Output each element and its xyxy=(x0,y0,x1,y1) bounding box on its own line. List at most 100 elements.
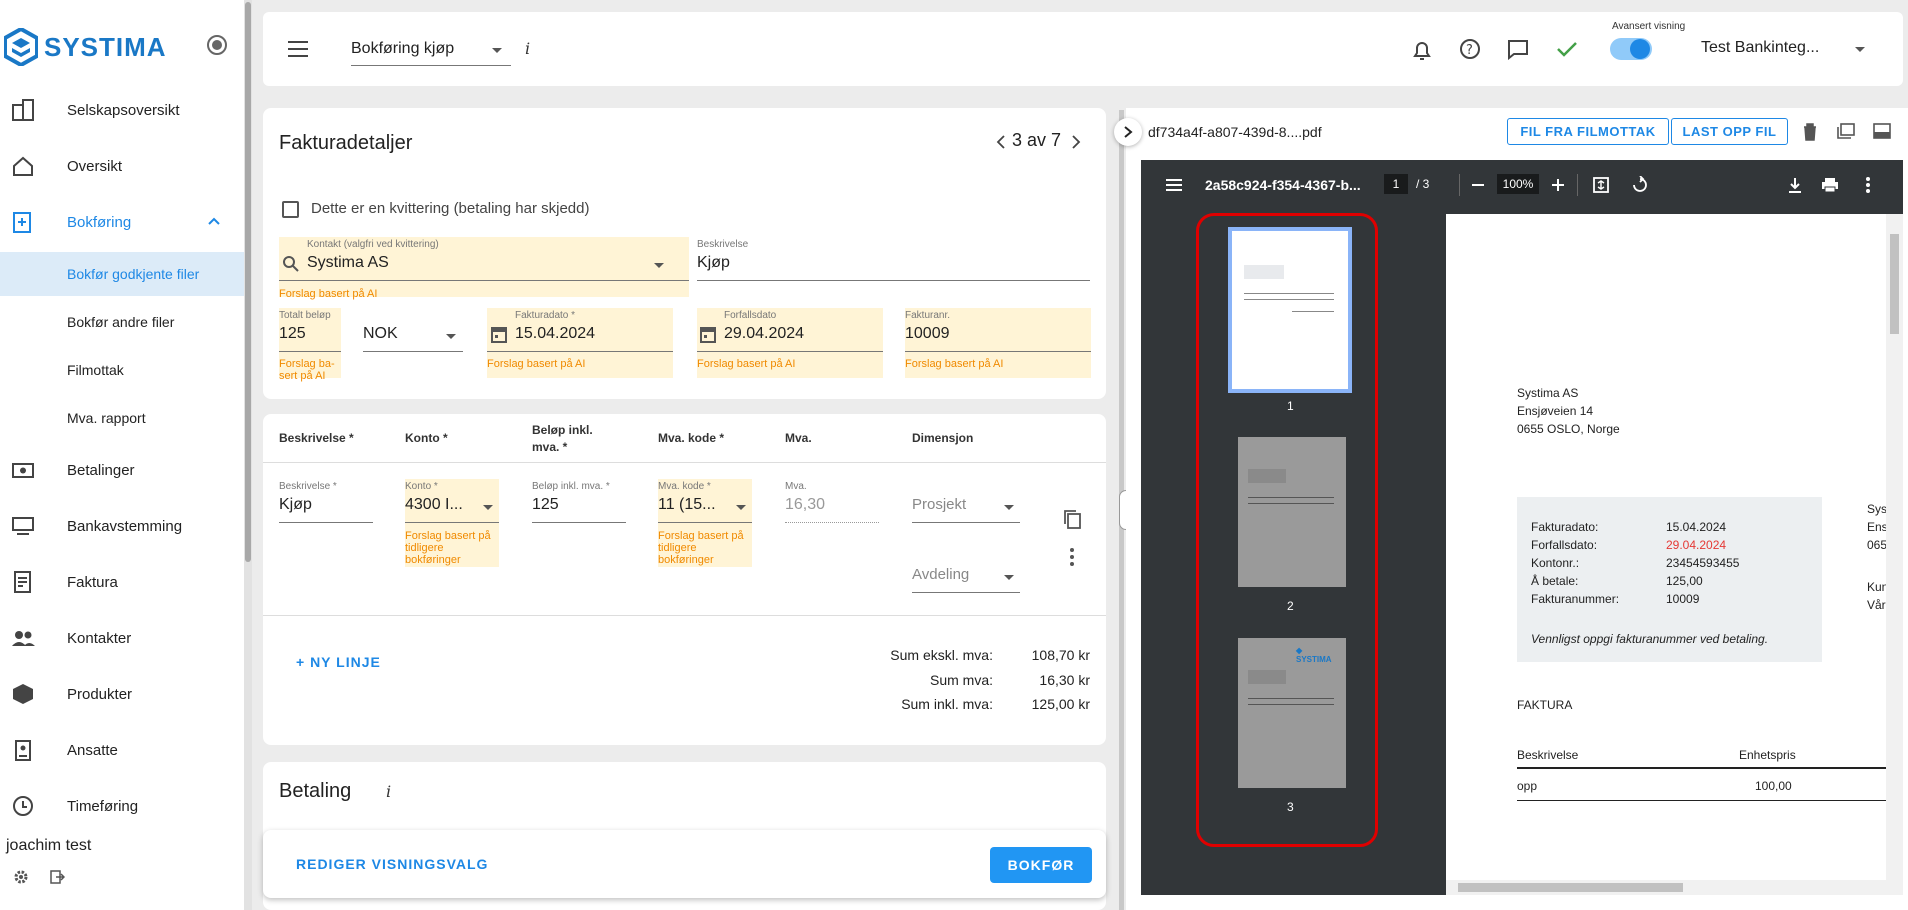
pdf-zoom-input[interactable]: 100% xyxy=(1497,174,1539,194)
pdf-thumbnail-1[interactable] xyxy=(1228,227,1352,393)
calendar-icon[interactable] xyxy=(490,324,508,344)
row-amount-input[interactable]: 125 xyxy=(532,496,559,513)
account-caret-icon[interactable] xyxy=(1855,47,1865,52)
due-date-underline xyxy=(697,351,883,352)
layout-split-icon[interactable] xyxy=(1836,122,1856,140)
zoom-out-icon[interactable] xyxy=(1471,178,1485,192)
upload-file-button[interactable]: LAST OPP FIL xyxy=(1671,118,1788,145)
nav-kontakter[interactable]: Kontakter xyxy=(0,614,244,662)
nav-oversikt[interactable]: Oversikt xyxy=(0,142,244,190)
nav-timeforing[interactable]: Timeføring xyxy=(0,782,244,830)
currency-select[interactable]: NOK xyxy=(363,325,398,342)
bell-icon[interactable] xyxy=(1411,38,1433,62)
invoice-no-field[interactable] xyxy=(905,308,1091,378)
nav-label: Betalinger xyxy=(67,461,135,479)
contact-caret-icon[interactable] xyxy=(654,263,664,268)
pdf-vertical-scrollbar[interactable] xyxy=(1886,214,1903,895)
row-vat-code-field[interactable] xyxy=(658,479,752,567)
nav-produkter[interactable]: Produkter xyxy=(0,670,244,718)
row-desc-input[interactable]: Kjøp xyxy=(279,496,312,513)
contact-field[interactable] xyxy=(279,237,689,297)
advanced-view-toggle[interactable] xyxy=(1610,38,1652,60)
contact-label: Kontakt (valgfri ved kvittering) xyxy=(307,239,439,250)
post-button[interactable]: BOKFØR xyxy=(990,847,1092,883)
sub-bokfor-godkjente-filer[interactable]: Bokfør godkjente filer xyxy=(0,252,244,296)
payment-info-icon[interactable]: i xyxy=(386,782,392,801)
project-caret-icon[interactable] xyxy=(1004,505,1014,510)
pdf-page-input[interactable]: 1 xyxy=(1384,174,1408,194)
nav-faktura[interactable]: Faktura xyxy=(0,558,244,606)
layout-bottom-icon[interactable] xyxy=(1872,122,1892,140)
description-input[interactable]: Kjøp xyxy=(697,254,730,271)
edit-view-options-button[interactable]: REDIGER VISNINGSVALG xyxy=(296,856,489,872)
sub-bokfor-andre-filer[interactable]: Bokfør andre filer xyxy=(0,300,244,344)
pdf-more-icon[interactable] xyxy=(1865,176,1871,194)
row-vat-code-hint: Forslag basert på tidligere bokføringer xyxy=(658,530,744,566)
due-date-field[interactable] xyxy=(697,308,883,378)
menu-icon[interactable] xyxy=(287,40,309,58)
info-key: Å betale: xyxy=(1531,574,1579,588)
new-line-button[interactable]: + NY LINJE xyxy=(296,654,381,670)
bookkeeping-icon xyxy=(13,212,31,233)
department-select[interactable]: Avdeling xyxy=(912,566,970,583)
download-icon[interactable] xyxy=(1787,176,1803,194)
nav-selskapsoversikt[interactable]: Selskapsoversikt xyxy=(0,86,244,134)
user-name: joachim test xyxy=(6,837,92,854)
account-name[interactable]: Test Bankinteg... xyxy=(1701,39,1820,56)
invoice-details-title: Fakturadetaljer xyxy=(279,132,413,154)
account-caret-icon[interactable] xyxy=(483,505,493,510)
nav-betalinger[interactable]: Betalinger xyxy=(0,446,244,494)
recipient-partial: Ensj xyxy=(1867,520,1886,534)
collapse-panel-button[interactable] xyxy=(1114,118,1142,146)
more-vert-icon[interactable] xyxy=(1068,547,1076,567)
file-from-inbox-button[interactable]: FIL FRA FILMOTTAK xyxy=(1507,118,1669,145)
nav-label: Oversikt xyxy=(67,157,123,175)
zoom-in-icon[interactable] xyxy=(1551,178,1565,192)
amount-field[interactable] xyxy=(279,308,341,378)
project-select[interactable]: Prosjekt xyxy=(912,496,967,513)
chat-icon[interactable] xyxy=(1507,38,1529,60)
sidebar-scrollbar[interactable] xyxy=(244,0,252,910)
row-vat-code-label: Mva. kode * xyxy=(658,481,711,492)
row-vat-underline xyxy=(785,522,879,523)
sum-vat-value: 16,30 kr xyxy=(1039,672,1090,688)
col-header-vat-code: Mva. kode * xyxy=(658,431,725,445)
pdf-menu-icon[interactable] xyxy=(1165,178,1183,192)
help-icon[interactable]: ? xyxy=(1459,38,1481,60)
systima-logo[interactable]: SYSTIMA xyxy=(4,28,167,66)
mode-select[interactable]: Bokføring kjøp xyxy=(351,38,511,66)
print-icon[interactable] xyxy=(1821,176,1839,194)
department-caret-icon[interactable] xyxy=(1004,575,1014,580)
nav-label: Selskapsoversikt xyxy=(67,101,180,119)
fit-page-icon[interactable] xyxy=(1592,176,1610,194)
copy-icon[interactable] xyxy=(1062,508,1082,530)
info-icon[interactable]: i xyxy=(525,39,531,58)
vat-code-caret-icon[interactable] xyxy=(736,505,746,510)
currency-caret-icon[interactable] xyxy=(446,334,456,339)
nav-ansatte[interactable]: Ansatte xyxy=(0,726,244,774)
theme-toggle-icon[interactable] xyxy=(207,35,227,55)
sub-mva-rapport[interactable]: Mva. rapport xyxy=(0,396,244,440)
rotate-icon[interactable] xyxy=(1631,176,1649,194)
receipt-checkbox[interactable] xyxy=(282,201,299,218)
trash-icon[interactable] xyxy=(1802,122,1818,142)
invoice-date-field[interactable] xyxy=(487,308,673,378)
chevron-up-icon[interactable] xyxy=(207,216,221,226)
nav-bankavstemming[interactable]: Bankavstemming xyxy=(0,502,244,550)
mode-select-value: Bokføring kjøp xyxy=(351,40,455,57)
action-bar: REDIGER VISNINGSVALG BOKFØR xyxy=(263,830,1106,898)
chevron-left-icon[interactable] xyxy=(996,134,1006,150)
pdf-horizontal-scrollbar[interactable] xyxy=(1446,880,1886,895)
chevron-right-icon[interactable] xyxy=(1071,134,1081,150)
calendar-icon[interactable] xyxy=(699,324,717,344)
pdf-thumbnail-3[interactable]: ◆ SYSTIMA xyxy=(1238,638,1346,788)
pdf-thumbnail-2[interactable] xyxy=(1238,437,1346,587)
logout-icon[interactable] xyxy=(49,869,65,885)
row-account-hint: Forslag basert på tidligere bokføringer xyxy=(405,530,491,566)
sub-filmottak[interactable]: Filmottak xyxy=(0,348,244,392)
doc-title: FAKTURA xyxy=(1517,698,1573,712)
nav-bokforing[interactable]: Bokføring xyxy=(0,198,244,246)
amount-value: 125 xyxy=(279,325,306,342)
row-account-field[interactable] xyxy=(405,479,499,567)
gear-icon[interactable] xyxy=(13,869,29,885)
